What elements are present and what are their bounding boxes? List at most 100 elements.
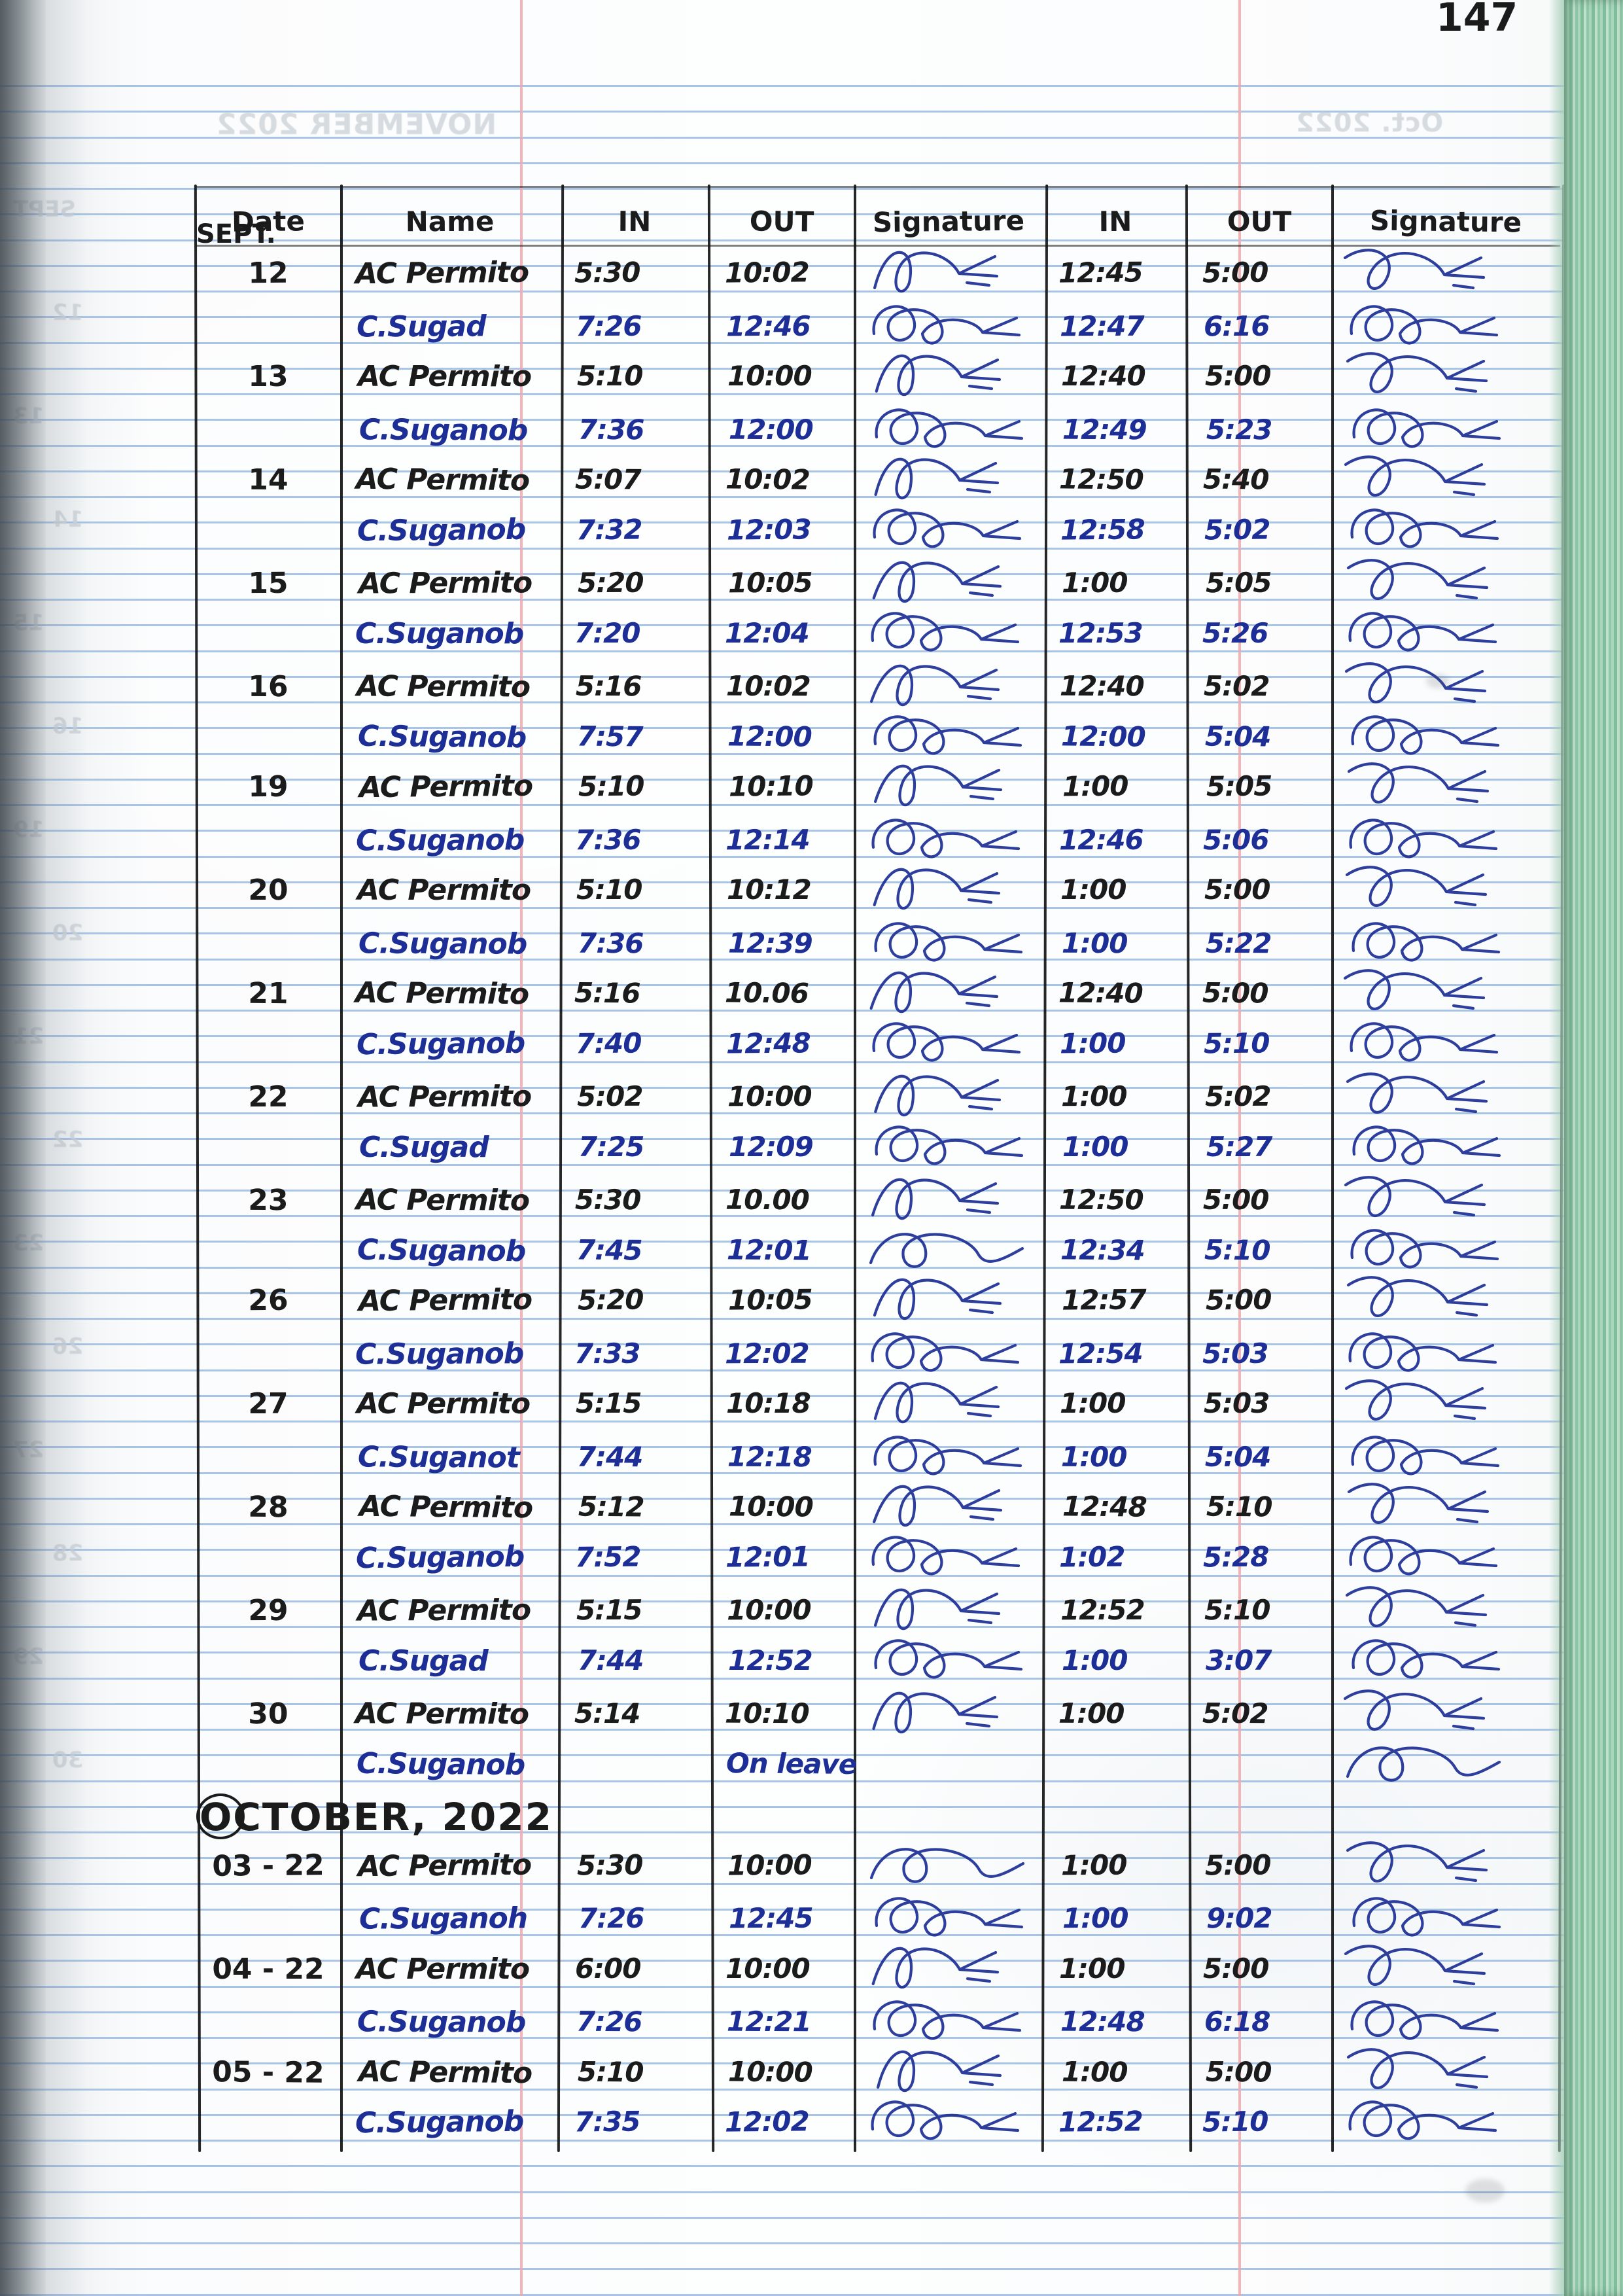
cell-pm-out: 5:00 [1202, 256, 1268, 289]
cell-name: AC Permito [357, 1080, 532, 1114]
signature-mark [864, 913, 1041, 969]
cell-am-in: 5:12 [578, 1490, 644, 1523]
signature-mark [862, 296, 1039, 352]
signature-mark [864, 2041, 1041, 2098]
rule-line [0, 2216, 1564, 2219]
cell-pm-in: 12:52 [1060, 1593, 1145, 1627]
signature-mark [1342, 756, 1519, 812]
signature-mark [1341, 706, 1518, 762]
cell-pm-in: 1:00 [1059, 1027, 1126, 1059]
signature-mark [862, 1169, 1038, 1226]
cell-pm-in: 1:00 [1059, 1952, 1125, 1985]
cell-date: 20 [248, 874, 288, 907]
header-rule [196, 245, 1560, 247]
rule-line [0, 162, 1564, 164]
cell-pm-out: 5:00 [1205, 1283, 1272, 1316]
cell-pm-in: 1:00 [1058, 1697, 1125, 1730]
signature-mark [1340, 1220, 1517, 1276]
rule-line [0, 1266, 1564, 1269]
cell-pm-out: 5:00 [1202, 1183, 1269, 1216]
rule-line [0, 1061, 1564, 1063]
cell-pm-in: 1:00 [1061, 566, 1128, 599]
cell-date: 15 [248, 566, 288, 601]
cell-am-out: 10:02 [725, 669, 811, 703]
cell-am-out: 10:00 [727, 1848, 812, 1882]
signature-mark [1340, 859, 1517, 915]
cell-am-out: 10:00 [726, 1593, 811, 1627]
signature-mark [864, 1066, 1040, 1122]
cell-am-out: 12:39 [727, 927, 812, 959]
cell-am-in: 5:15 [576, 1593, 642, 1627]
cell-pm-in: 12:48 [1062, 1490, 1147, 1523]
cell-am-in: 5:10 [576, 874, 642, 906]
rule-line [0, 1934, 1564, 1936]
signature-mark [1340, 296, 1516, 352]
column-divider [1041, 184, 1049, 2152]
cell-am-in: 7:25 [578, 1130, 644, 1163]
signature-mark [865, 399, 1041, 455]
cell-name: C.Suganob [358, 412, 528, 448]
signature-mark [1342, 1116, 1519, 1173]
signature-mark [1340, 499, 1517, 556]
cell-name: AC Permito [357, 1593, 531, 1628]
cell-pm-out: 6:18 [1204, 2005, 1270, 2038]
cell-name: AC Permito [357, 1848, 532, 1883]
column-header-out: OUT [1227, 205, 1292, 238]
column-divider [340, 185, 343, 2152]
cell-am-in: 7:26 [578, 1901, 644, 1935]
cell-pm-out: 5:00 [1204, 1848, 1271, 1881]
signature-mark [865, 1476, 1041, 1532]
signature-mark [862, 1527, 1038, 1583]
cell-am-out: On leave [725, 1746, 857, 1780]
cell-pm-in: 1:00 [1062, 769, 1128, 803]
signature-mark [864, 1426, 1040, 1483]
cell-am-in: 5:10 [577, 360, 643, 392]
cell-am-out: 12:03 [726, 512, 811, 546]
cell-pm-in: 12:46 [1058, 823, 1143, 856]
red-margin-line-right [1238, 0, 1241, 2296]
cell-am-out: 10:02 [724, 256, 809, 289]
rule-line [0, 1574, 1564, 1577]
cell-am-out: 12:48 [725, 1026, 811, 1060]
cell-name: AC Permito [356, 1952, 530, 1986]
ink-smudge [1465, 2179, 1505, 2202]
cell-pm-in: 12:49 [1062, 413, 1147, 446]
cell-am-out: 10:00 [725, 1952, 811, 1985]
cell-am-in: 7:26 [575, 309, 642, 342]
rule-line [0, 650, 1564, 652]
cell-am-in: 5:20 [577, 1283, 644, 1316]
cell-pm-in: 12:57 [1061, 1283, 1146, 1316]
cell-pm-in: 12:53 [1058, 616, 1143, 649]
column-divider [1331, 185, 1334, 2152]
cell-name: AC Permito [355, 1183, 530, 1218]
cell-pm-out: 5:02 [1204, 513, 1270, 546]
cell-am-out: 12:02 [724, 2105, 809, 2138]
signature-mark [861, 603, 1038, 659]
cell-am-in: 5:14 [574, 1697, 640, 1730]
signature-mark [864, 1269, 1041, 1326]
rule-line [0, 342, 1564, 344]
signature-mark [863, 859, 1039, 915]
cell-pm-in: 1:00 [1060, 874, 1126, 906]
cell-am-in: 7:33 [574, 1337, 640, 1369]
cell-pm-in: 12:00 [1060, 719, 1145, 753]
column-header-in: IN [1098, 205, 1132, 238]
cell-pm-in: 1:00 [1062, 1901, 1128, 1935]
signature-mark [1338, 2091, 1515, 2147]
signature-mark [861, 242, 1038, 298]
cell-am-in: 7:57 [576, 720, 643, 752]
cell-am-out: 10:10 [728, 769, 813, 803]
cell-name: C.Suganob [357, 1233, 526, 1268]
signature-mark [1340, 656, 1516, 712]
cell-name: AC Permito [358, 360, 532, 393]
signature-mark [861, 1323, 1038, 1379]
cell-name: C.Suganob [355, 1336, 524, 1371]
cell-am-out: 10:00 [727, 2055, 812, 2089]
cell-pm-out: 5:00 [1205, 2055, 1272, 2088]
cell-pm-out: 5:10 [1206, 1490, 1272, 1523]
cell-am-out: 12:14 [725, 823, 810, 856]
signature-mark [865, 1116, 1041, 1173]
cell-name: AC Permito [356, 669, 531, 704]
cell-am-in: 5:02 [576, 1080, 643, 1113]
cell-name: C.Suganob [355, 2104, 524, 2140]
